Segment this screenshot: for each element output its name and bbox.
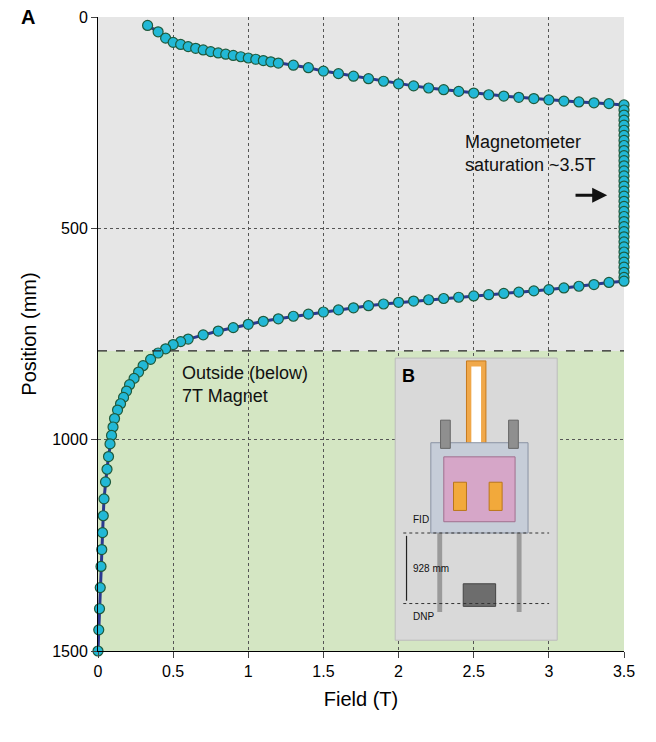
svg-text:1500: 1500 (52, 643, 88, 660)
svg-text:0: 0 (79, 9, 88, 26)
svg-text:500: 500 (61, 220, 88, 237)
svg-text:0: 0 (94, 663, 103, 680)
svg-text:3.5: 3.5 (613, 663, 635, 680)
svg-text:FID: FID (413, 514, 429, 525)
svg-text:2.5: 2.5 (463, 663, 485, 680)
svg-text:928 mm: 928 mm (413, 563, 449, 574)
svg-text:Position (mm): Position (mm) (18, 272, 40, 395)
svg-text:2: 2 (394, 663, 403, 680)
svg-text:1: 1 (244, 663, 253, 680)
svg-text:1.5: 1.5 (312, 663, 334, 680)
svg-text:Outside (below)7T Magnet: Outside (below)7T Magnet (182, 363, 308, 406)
svg-text:B: B (402, 366, 415, 386)
svg-text:0.5: 0.5 (162, 663, 184, 680)
svg-text:3: 3 (544, 663, 553, 680)
svg-text:1000: 1000 (52, 431, 88, 448)
svg-text:Field (T): Field (T) (324, 688, 398, 710)
svg-text:Magnetometersaturation ~3.5T: Magnetometersaturation ~3.5T (465, 132, 596, 175)
svg-text:DNP: DNP (413, 611, 434, 622)
svg-text:A: A (21, 6, 35, 28)
